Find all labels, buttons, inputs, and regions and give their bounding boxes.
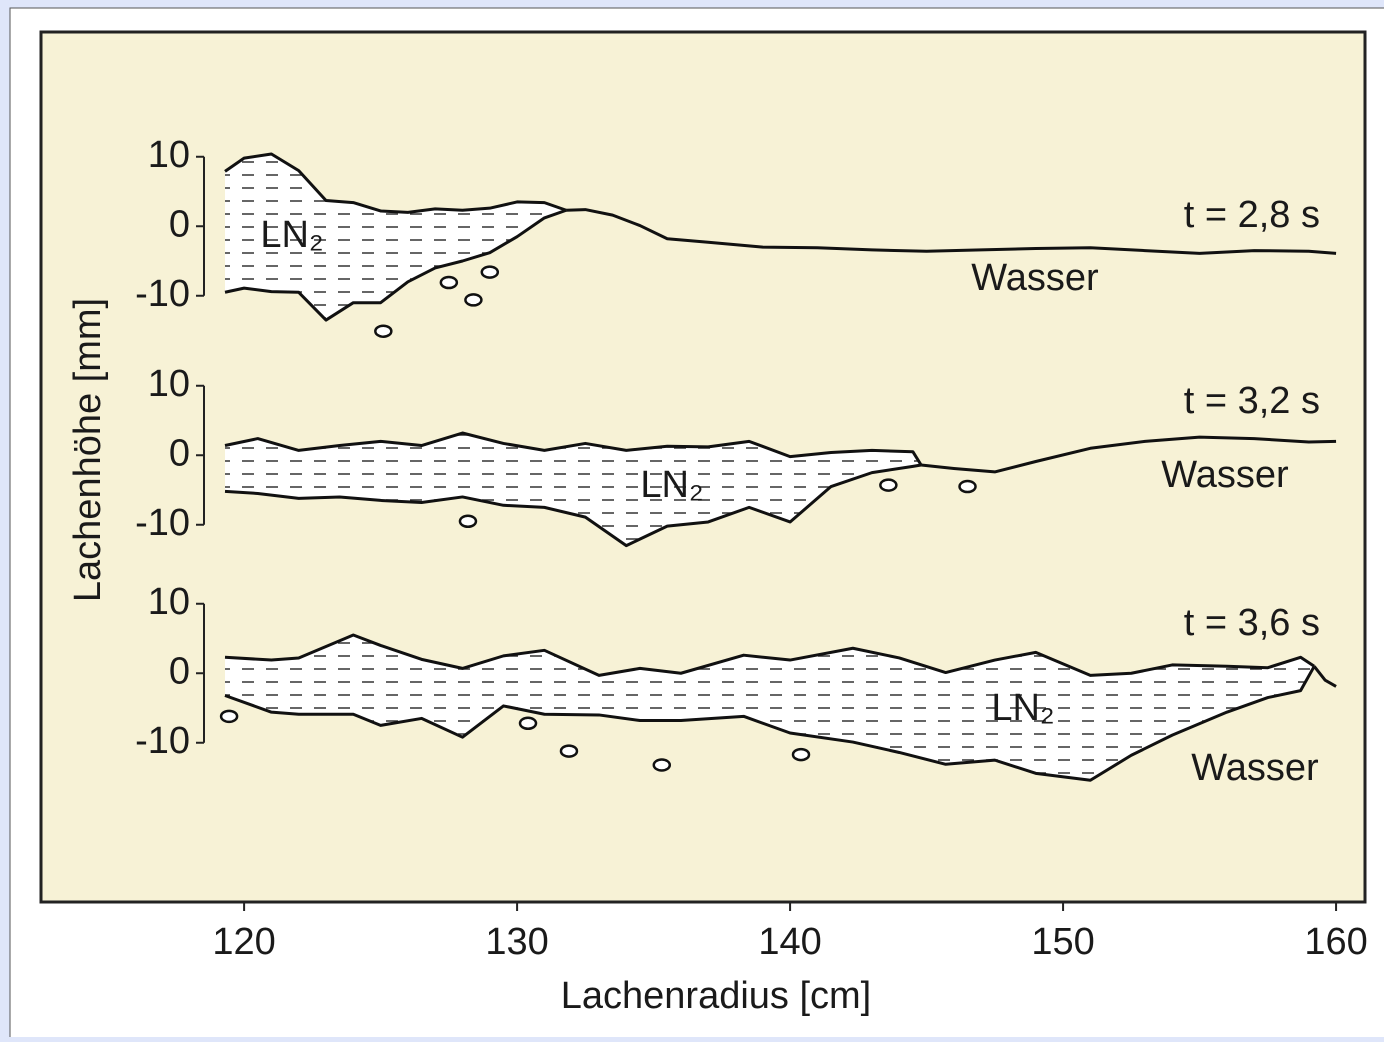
y-tick-label: -10: [135, 273, 190, 315]
bubble: [439, 275, 459, 290]
bubble: [652, 758, 672, 772]
x-tick-label: 160: [1304, 921, 1367, 963]
time-label: t = 3,2 s: [1184, 380, 1320, 422]
time-label: t = 2,8 s: [1184, 194, 1320, 236]
bubble: [480, 265, 500, 279]
y-tick-label: -10: [135, 720, 190, 762]
x-tick-label: 150: [1031, 921, 1094, 963]
y-tick-label: 10: [148, 363, 190, 405]
time-label: t = 3,6 s: [1184, 602, 1320, 644]
water-label: Wasser: [971, 257, 1099, 299]
y-tick-label: 10: [148, 581, 190, 623]
y-axis-label: Lachenhöhe [mm]: [67, 298, 109, 602]
ln2-area: [224, 433, 922, 546]
ln2-area: [224, 153, 567, 321]
bubble: [219, 709, 239, 724]
ln2-label: LN₂: [991, 687, 1054, 729]
bubble: [791, 747, 811, 762]
bubble: [958, 479, 977, 494]
bubble: [374, 324, 393, 338]
ln2-bottom: [224, 665, 1316, 782]
bubble: [879, 478, 898, 492]
water-surface: [920, 435, 1337, 474]
ln2-surface: [224, 633, 1316, 677]
x-tick-label: 140: [758, 921, 821, 963]
bubble: [518, 716, 538, 731]
y-tick-label: -10: [135, 502, 190, 544]
ln2-label: LN₂: [260, 214, 323, 256]
y-tick-label: 10: [148, 134, 190, 176]
ln2-bottom: [224, 463, 922, 548]
x-tick-label: 130: [485, 921, 548, 963]
x-tick-label: 120: [212, 921, 275, 963]
water-surface: [1313, 665, 1337, 688]
y-tick-label: 0: [169, 432, 190, 474]
water-surface: [566, 208, 1337, 255]
water-label: Wasser: [1191, 747, 1319, 789]
x-axis-label: Lachenradius [cm]: [561, 975, 872, 1017]
ln2-surface: [224, 152, 567, 214]
ln2-area: [224, 635, 1315, 781]
bubble: [559, 744, 579, 758]
y-tick-label: 0: [169, 650, 190, 692]
y-tick-label: 0: [169, 203, 190, 245]
bubble: [458, 514, 478, 529]
ln2-bottom: [224, 208, 567, 322]
water-label: Wasser: [1161, 454, 1289, 496]
ln2-surface: [224, 431, 923, 466]
ln2-label: LN₂: [640, 464, 703, 506]
bubble: [464, 293, 483, 307]
